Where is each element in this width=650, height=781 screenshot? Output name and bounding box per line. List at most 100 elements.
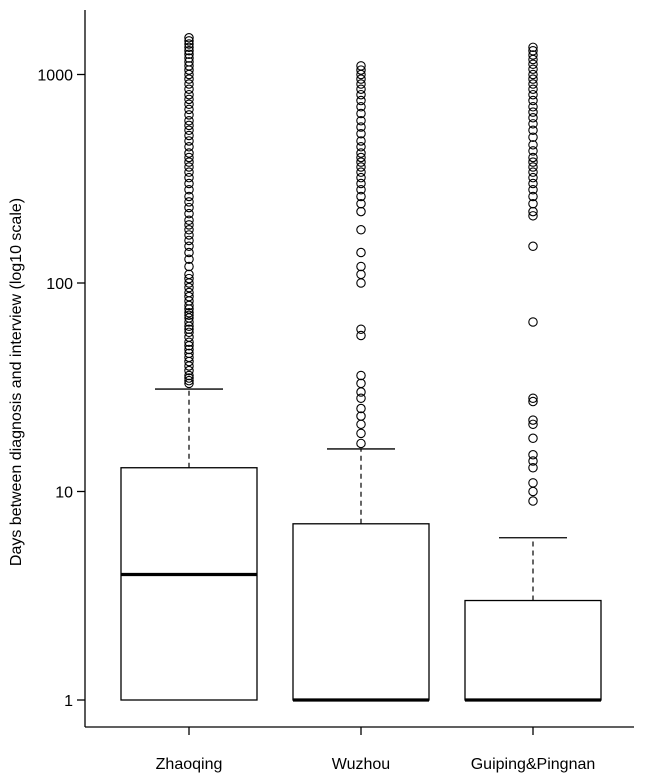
outlier-point (528, 419, 538, 430)
outlier-point (528, 450, 538, 460)
outlier-point (184, 74, 194, 84)
outlier-point (356, 79, 366, 89)
outlier-point (528, 178, 538, 189)
outlier-point (356, 61, 366, 71)
outlier-point (356, 378, 366, 389)
outlier-point (528, 59, 538, 69)
outlier-point (356, 136, 366, 146)
outlier-point (184, 241, 194, 252)
outlier-point (184, 191, 194, 202)
outlier-point (184, 225, 194, 235)
outlier-point (184, 157, 194, 167)
outlier-point (184, 273, 194, 284)
outlier-point (528, 486, 538, 497)
box-guiping-pingnan (464, 42, 602, 702)
outlier-point (184, 185, 194, 195)
outlier-point (184, 99, 194, 109)
box-rect (292, 523, 430, 701)
outlier-point (528, 191, 538, 202)
outlier-point (528, 102, 538, 112)
outlier-point (528, 393, 538, 404)
outlier-point (528, 140, 538, 150)
outlier-point (184, 57, 194, 67)
outlier-point (356, 370, 366, 381)
outlier-point (356, 108, 366, 119)
outlier-point (184, 317, 194, 327)
outlier-point (528, 433, 538, 444)
outlier-point (184, 120, 194, 131)
outlier-point (528, 132, 538, 143)
x-axis: Zhaoqing Wuzhou Guiping&Pingnan (85, 726, 634, 773)
outlier-point (528, 496, 538, 506)
outlier-point (184, 104, 194, 115)
outlier-point (184, 45, 194, 56)
outlier-point (356, 128, 366, 139)
outlier-point (528, 79, 538, 89)
box-zhaoqing (120, 33, 258, 701)
outlier-point (528, 146, 538, 156)
outlier-point (184, 53, 194, 63)
outlier-point (184, 162, 194, 172)
outlier-point (184, 197, 194, 207)
outlier-point (356, 65, 366, 75)
outlier-point (184, 202, 194, 213)
y-axis-label: Days between diagnosis and interview (lo… (8, 198, 25, 566)
outlier-point (184, 332, 194, 342)
y-tick-label: 1 (64, 693, 73, 710)
outlier-point (184, 142, 194, 152)
outlier-point (528, 113, 538, 123)
outlier-point (184, 307, 194, 318)
outlier-point (356, 278, 366, 288)
outlier-point (184, 235, 194, 246)
y-tick-label: 1000 (37, 68, 73, 85)
outlier-point (356, 269, 366, 280)
outlier-point (528, 152, 538, 163)
outlier-point (184, 33, 194, 43)
x-tick-label: Zhaoqing (156, 756, 223, 773)
outlier-point (184, 49, 194, 60)
outlier-point (184, 167, 194, 177)
outlier-point (528, 317, 538, 327)
outlier-point (528, 50, 538, 60)
outlier-point (356, 247, 366, 258)
outlier-point (184, 116, 194, 126)
x-tick-label: Guiping&Pingnan (471, 756, 596, 773)
outlier-point (356, 148, 366, 158)
outlier-point (356, 191, 366, 202)
outlier-point (184, 208, 194, 219)
outlier-point (356, 393, 366, 404)
outlier-point (528, 107, 538, 117)
outlier-point (356, 122, 366, 132)
outlier-point (528, 456, 538, 466)
y-tick-label: 100 (46, 276, 73, 293)
y-tick-label: 10 (55, 485, 73, 502)
outlier-point (528, 167, 538, 177)
outlier-point (356, 89, 366, 100)
outlier-point (356, 102, 366, 112)
outlier-point (528, 172, 538, 183)
outlier-point (356, 438, 366, 449)
outlier-point (356, 403, 366, 414)
outlier-point (184, 110, 194, 120)
outlier-point (356, 84, 366, 94)
outlier-point (184, 178, 194, 189)
outlier-point (528, 45, 538, 56)
outlier-point (184, 42, 194, 53)
outlier-point (184, 365, 194, 376)
outlier-point (184, 36, 194, 46)
outlier-point (356, 172, 366, 183)
outlier-point (356, 324, 366, 335)
outlier-point (184, 230, 194, 240)
outlier-point (184, 370, 194, 381)
outlier-point (184, 337, 194, 347)
outlier-point (356, 142, 366, 152)
outlier-point (528, 125, 538, 136)
outlier-point (356, 178, 366, 189)
outlier-point (184, 324, 194, 335)
outlier-point (356, 387, 366, 397)
outlier-point (184, 39, 194, 49)
outlier-point (356, 261, 366, 272)
outlier-point (184, 287, 194, 298)
outlier-point (184, 130, 194, 141)
